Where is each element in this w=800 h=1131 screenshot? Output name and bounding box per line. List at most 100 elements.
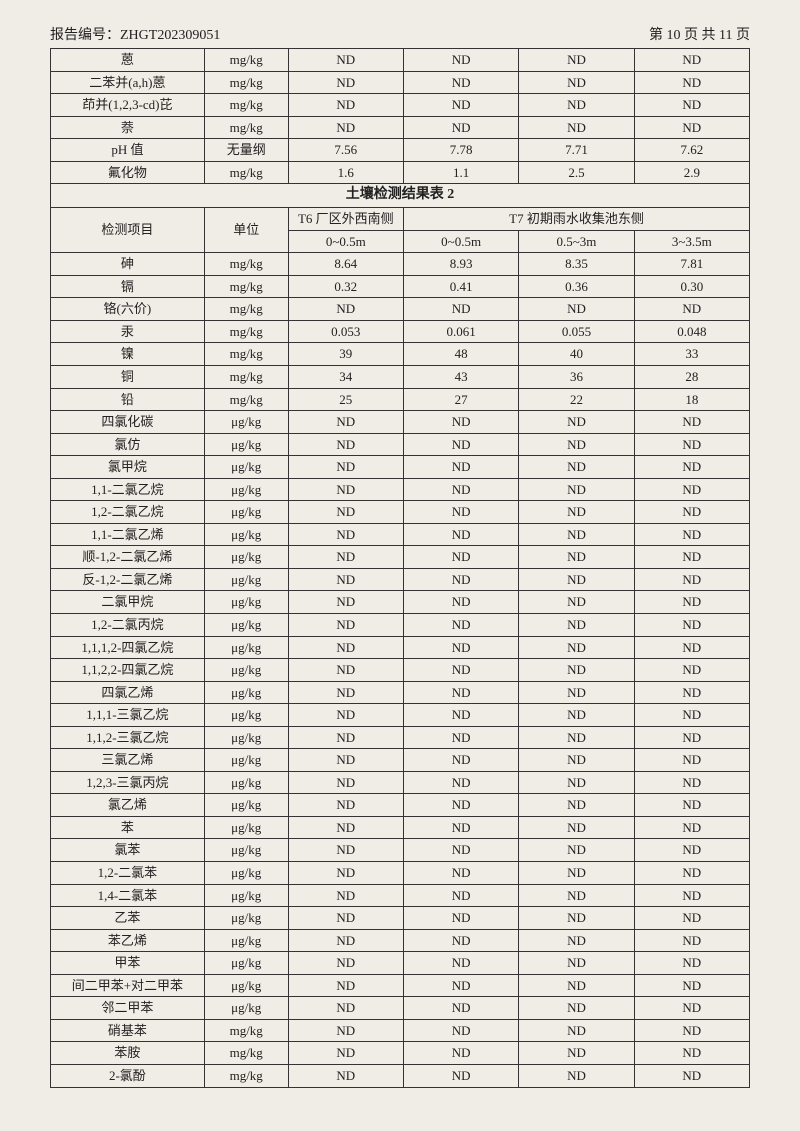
- value-cell: ND: [519, 501, 634, 524]
- value-cell: ND: [519, 997, 634, 1020]
- value-cell: ND: [634, 659, 749, 682]
- unit-cell: mg/kg: [204, 49, 288, 72]
- table-row: 四氯化碳μg/kgNDNDNDND: [51, 411, 750, 434]
- value-cell: ND: [288, 952, 403, 975]
- value-cell: ND: [288, 794, 403, 817]
- value-cell: ND: [634, 568, 749, 591]
- value-cell: ND: [403, 1064, 518, 1087]
- value-cell: ND: [519, 952, 634, 975]
- table-row: 1,2,3-三氯丙烷μg/kgNDNDNDND: [51, 771, 750, 794]
- param-cell: 镉: [51, 275, 205, 298]
- param-cell: 蒽: [51, 49, 205, 72]
- value-cell: ND: [519, 1042, 634, 1065]
- table-row: 硝基苯mg/kgNDNDNDND: [51, 1019, 750, 1042]
- value-cell: ND: [288, 614, 403, 637]
- value-cell: ND: [403, 749, 518, 772]
- table-row: 砷mg/kg8.648.938.357.81: [51, 253, 750, 276]
- unit-cell: μg/kg: [204, 681, 288, 704]
- param-cell: 铬(六价): [51, 298, 205, 321]
- header-row-1: 检测项目 单位 T6 厂区外西南侧 T7 初期雨水收集池东侧: [51, 208, 750, 231]
- table-row: 甲苯μg/kgNDNDNDND: [51, 952, 750, 975]
- value-cell: ND: [403, 116, 518, 139]
- value-cell: ND: [519, 907, 634, 930]
- table-row: 1,1,2-三氯乙烷μg/kgNDNDNDND: [51, 726, 750, 749]
- value-cell: ND: [403, 298, 518, 321]
- unit-cell: μg/kg: [204, 749, 288, 772]
- param-cell: 氯乙烯: [51, 794, 205, 817]
- value-cell: 8.93: [403, 253, 518, 276]
- param-cell: 汞: [51, 320, 205, 343]
- value-cell: 43: [403, 366, 518, 389]
- value-cell: ND: [288, 116, 403, 139]
- table-row: 氯甲烷μg/kgNDNDNDND: [51, 456, 750, 479]
- unit-cell: mg/kg: [204, 298, 288, 321]
- table-row: pH 值无量纲7.567.787.717.62: [51, 139, 750, 162]
- unit-cell: mg/kg: [204, 343, 288, 366]
- param-cell: 氟化物: [51, 161, 205, 184]
- param-cell: 1,2-二氯苯: [51, 862, 205, 885]
- table-row: 茚并(1,2,3-cd)芘mg/kgNDNDNDND: [51, 94, 750, 117]
- value-cell: 2.9: [634, 161, 749, 184]
- value-cell: ND: [634, 907, 749, 930]
- param-cell: 砷: [51, 253, 205, 276]
- unit-cell: μg/kg: [204, 478, 288, 501]
- unit-cell: mg/kg: [204, 253, 288, 276]
- value-cell: 7.78: [403, 139, 518, 162]
- value-cell: ND: [403, 952, 518, 975]
- value-cell: ND: [403, 523, 518, 546]
- value-cell: ND: [634, 816, 749, 839]
- value-cell: ND: [288, 749, 403, 772]
- value-cell: ND: [519, 794, 634, 817]
- value-cell: ND: [634, 478, 749, 501]
- table-row: 间二甲苯+对二甲苯μg/kgNDNDNDND: [51, 974, 750, 997]
- param-cell: 四氯乙烯: [51, 681, 205, 704]
- unit-cell: μg/kg: [204, 907, 288, 930]
- value-cell: ND: [519, 929, 634, 952]
- value-cell: ND: [288, 546, 403, 569]
- table1-body: 蒽mg/kgNDNDNDND二苯并(a,h)蒽mg/kgNDNDNDND茚并(1…: [51, 49, 750, 184]
- value-cell: 7.71: [519, 139, 634, 162]
- unit-cell: μg/kg: [204, 771, 288, 794]
- value-cell: ND: [634, 952, 749, 975]
- unit-cell: μg/kg: [204, 816, 288, 839]
- th-t7-a: 0~0.5m: [403, 230, 518, 253]
- value-cell: ND: [519, 478, 634, 501]
- section2-header: 土壤检测结果表 2 检测项目 单位 T6 厂区外西南侧 T7 初期雨水收集池东侧…: [51, 184, 750, 253]
- table-row: 苯胺mg/kgNDNDNDND: [51, 1042, 750, 1065]
- value-cell: ND: [403, 884, 518, 907]
- unit-cell: mg/kg: [204, 388, 288, 411]
- unit-cell: μg/kg: [204, 997, 288, 1020]
- param-cell: 1,2-二氯乙烷: [51, 501, 205, 524]
- param-cell: 1,1,2-三氯乙烷: [51, 726, 205, 749]
- value-cell: 1.1: [403, 161, 518, 184]
- unit-cell: μg/kg: [204, 839, 288, 862]
- value-cell: ND: [634, 636, 749, 659]
- value-cell: ND: [288, 456, 403, 479]
- table-row: 氟化物mg/kg1.61.12.52.9: [51, 161, 750, 184]
- value-cell: ND: [288, 636, 403, 659]
- param-cell: 苯胺: [51, 1042, 205, 1065]
- value-cell: ND: [519, 1064, 634, 1087]
- value-cell: ND: [519, 298, 634, 321]
- param-cell: 萘: [51, 116, 205, 139]
- value-cell: 0.36: [519, 275, 634, 298]
- value-cell: 25: [288, 388, 403, 411]
- value-cell: ND: [403, 1019, 518, 1042]
- unit-cell: mg/kg: [204, 116, 288, 139]
- value-cell: ND: [403, 568, 518, 591]
- unit-cell: mg/kg: [204, 161, 288, 184]
- value-cell: ND: [634, 974, 749, 997]
- value-cell: ND: [288, 704, 403, 727]
- value-cell: 8.64: [288, 253, 403, 276]
- report-no: ZHGT202309051: [120, 28, 220, 43]
- param-cell: 氯甲烷: [51, 456, 205, 479]
- value-cell: ND: [403, 681, 518, 704]
- param-cell: 铅: [51, 388, 205, 411]
- value-cell: ND: [288, 94, 403, 117]
- th-t6-sub: 0~0.5m: [288, 230, 403, 253]
- param-cell: 间二甲苯+对二甲苯: [51, 974, 205, 997]
- value-cell: ND: [288, 726, 403, 749]
- value-cell: 0.30: [634, 275, 749, 298]
- table-row: 氯乙烯μg/kgNDNDNDND: [51, 794, 750, 817]
- param-cell: 2-氯酚: [51, 1064, 205, 1087]
